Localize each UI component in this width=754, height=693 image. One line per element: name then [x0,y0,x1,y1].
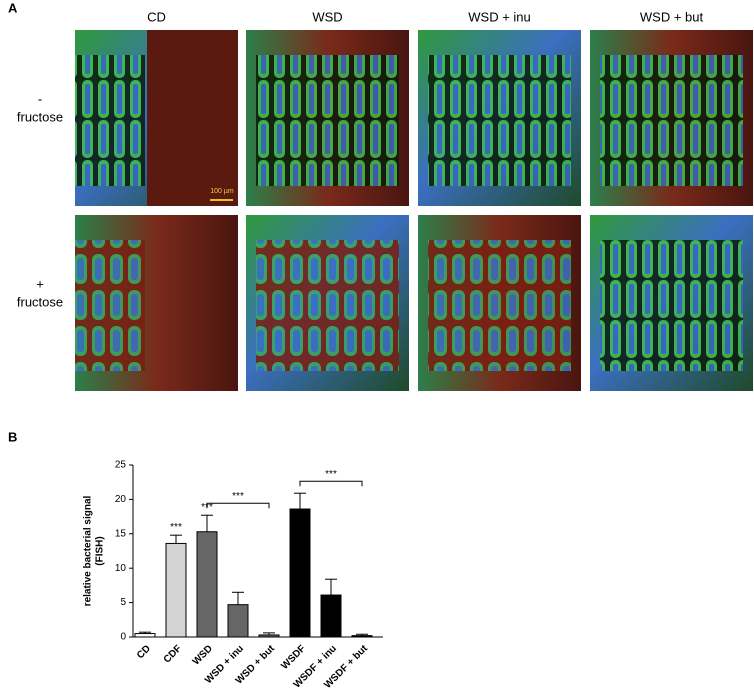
bar [196,531,218,638]
y-tick-label: 15 [115,528,127,539]
row-label: fructose [17,294,63,309]
micrograph-villi [600,240,743,371]
y-tick-label: 25 [115,460,127,471]
x-tick-label: WSDF [279,643,308,672]
panel-label: A [8,0,18,15]
micrograph-villi [75,240,145,371]
x-tick-label: CD [135,643,153,661]
x-tick-label: CDF [162,643,184,665]
error-bar [139,631,151,634]
y-tick-label: 10 [115,563,127,574]
bracket-label: *** [232,491,244,502]
bar [351,635,373,638]
panel-label: B [8,429,17,444]
x-tick-label: WSD [191,643,215,667]
column-header: CD [147,9,166,24]
error-bar [201,514,213,532]
error-bar [263,632,275,635]
significance-bracket [299,480,363,487]
column-header: WSD + but [640,9,704,24]
y-axis-label: (FISH) [95,536,106,565]
micrograph-villi [256,240,399,371]
micrograph-villi [428,240,571,371]
bar [134,633,156,638]
y-tick-label: 20 [115,494,127,505]
column-header: WSD [312,9,342,24]
bar [320,594,342,638]
bar [289,508,311,638]
micrograph-villi [428,55,571,186]
red-lumen [147,30,238,206]
bar [258,634,280,638]
column-header: WSD + inu [468,9,531,24]
y-axis-label: relative bacterial signal [83,495,94,606]
micrograph-villi [256,55,399,186]
scale-bar-label: 100 µm [210,188,234,195]
row-sign: + [36,276,44,291]
micrograph-villi [75,55,145,186]
bracket-label: *** [325,469,337,480]
row-label: fructose [17,109,63,124]
row-sign: - [38,91,42,106]
y-tick-label: 0 [120,632,126,643]
significance-bracket [206,502,270,509]
error-bar [325,578,337,596]
bar [165,542,187,638]
error-bar [232,591,244,605]
error-bar [356,633,368,636]
micrograph-villi [600,55,743,186]
error-bar [294,492,306,510]
significance-label: *** [170,522,182,533]
error-bar [170,534,182,544]
y-tick-label: 5 [120,597,126,608]
bar [227,604,249,638]
